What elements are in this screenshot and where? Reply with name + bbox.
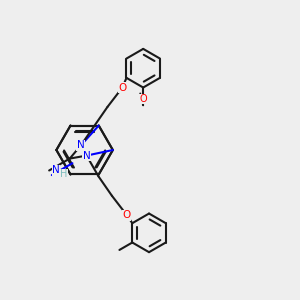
Text: O: O <box>123 210 131 220</box>
Text: H: H <box>60 169 67 179</box>
Text: N: N <box>83 151 91 160</box>
Text: N: N <box>77 140 85 151</box>
Text: O: O <box>118 82 127 92</box>
Text: O: O <box>140 94 147 104</box>
Text: N: N <box>52 166 60 176</box>
